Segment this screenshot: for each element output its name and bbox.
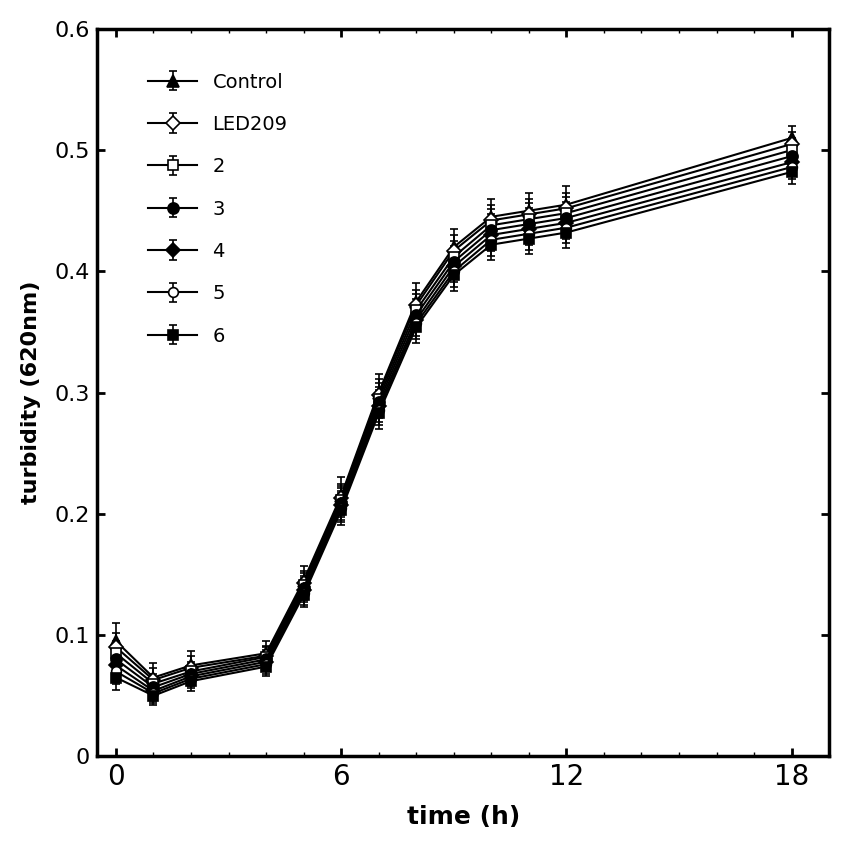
Y-axis label: turbidity (620nm): turbidity (620nm) — [21, 280, 41, 504]
Legend: Control, LED209, 2, 3, 4, 5, 6: Control, LED209, 2, 3, 4, 5, 6 — [129, 53, 307, 365]
X-axis label: time (h): time (h) — [406, 805, 520, 829]
